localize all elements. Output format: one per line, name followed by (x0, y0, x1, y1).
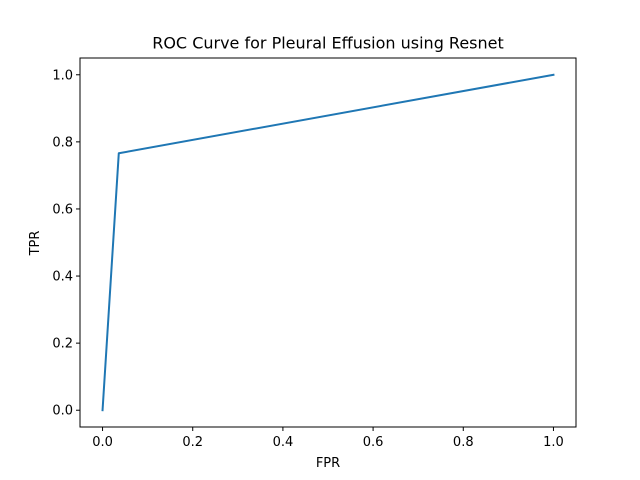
chart-title: ROC Curve for Pleural Effusion using Res… (152, 34, 504, 53)
y-tick-label: 0.8 (52, 135, 73, 150)
x-axis-label: FPR (316, 456, 340, 471)
x-tick-label: 0.4 (273, 435, 294, 450)
roc-curve-line (101, 73, 555, 412)
x-tick-label: 0.6 (363, 435, 384, 450)
x-axis-ticks: 0.0 0.2 0.4 0.6 0.8 1.0 (92, 427, 564, 450)
y-axis-label: TPR (28, 231, 43, 257)
y-tick-label: 0.4 (52, 270, 73, 285)
y-tick-label: 0.2 (52, 337, 73, 352)
x-tick-label: 0.8 (453, 435, 474, 450)
axes-frame (79, 57, 577, 428)
y-axis-ticks: 0.0 0.2 0.4 0.6 0.8 1.0 (52, 68, 80, 419)
x-tick-label: 1.0 (543, 435, 564, 450)
y-tick-label: 0.0 (52, 404, 73, 419)
x-tick-label: 0.0 (92, 435, 113, 450)
x-tick-label: 0.2 (182, 435, 203, 450)
y-tick-label: 0.6 (52, 202, 73, 217)
plot-area (79, 57, 577, 428)
y-tick-label: 1.0 (52, 68, 73, 83)
